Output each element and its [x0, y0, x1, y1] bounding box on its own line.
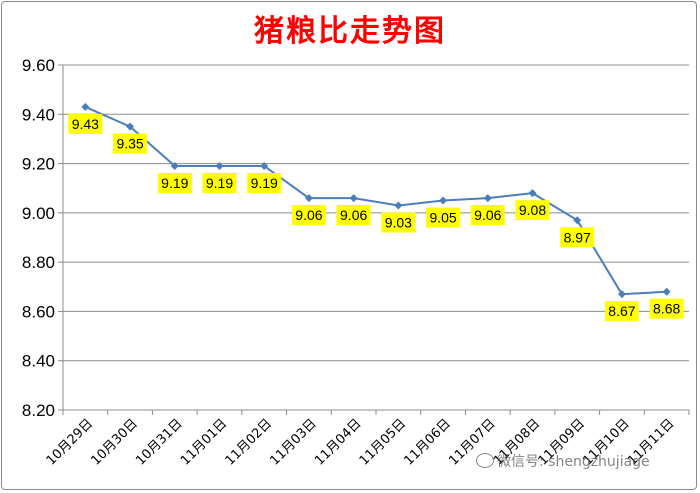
data-label-bg: [113, 133, 148, 154]
data-label-bg: [515, 200, 550, 221]
y-tick-label: 8.60: [22, 302, 55, 321]
data-point: [528, 189, 537, 198]
data-label: 8.97: [564, 229, 591, 245]
data-label-bg: [381, 212, 416, 233]
data-label-bg: [336, 205, 371, 226]
data-label-bg: [247, 173, 282, 194]
data-label-bg: [291, 205, 326, 226]
x-tick-label: 10月31日: [133, 416, 185, 468]
x-tick-label: 11月03日: [267, 416, 319, 468]
data-point: [439, 196, 448, 205]
y-tick-label: 8.80: [22, 253, 55, 272]
data-label: 9.03: [385, 214, 412, 230]
y-tick-label: 9.60: [22, 56, 55, 75]
data-point: [349, 194, 358, 203]
data-label: 9.19: [251, 175, 278, 191]
wechat-icon: [476, 453, 494, 468]
x-tick-label: 10月29日: [44, 416, 96, 468]
y-tick-labels: 8.20 8.40 8.60 8.80 9.00 9.20 9.40 9.60: [22, 56, 55, 420]
data-label-bg: [157, 173, 192, 194]
data-point: [215, 162, 224, 171]
data-label: 8.68: [653, 301, 680, 317]
x-tick-label: 10月30日: [89, 416, 141, 468]
data-point: [662, 287, 671, 296]
x-tick-label: 11月01日: [178, 416, 230, 468]
gridlines: [63, 64, 689, 362]
data-label-bg: [604, 301, 639, 322]
data-label: 9.08: [519, 202, 546, 218]
data-label: 9.19: [206, 175, 233, 191]
data-label: 9.06: [295, 207, 322, 223]
data-label-bg: [470, 205, 505, 226]
x-tick-label: 11月04日: [312, 416, 364, 468]
data-label: 9.43: [72, 116, 99, 132]
data-label-bg: [426, 207, 461, 228]
data-point: [260, 162, 269, 171]
watermark: 微信号: shengzhujiage: [476, 451, 650, 471]
series-line-path: [84, 105, 667, 296]
y-tick-label: 9.00: [22, 204, 55, 223]
data-points: [81, 102, 671, 299]
data-point: [304, 194, 313, 203]
data-point: [617, 290, 626, 299]
data-label: 9.06: [474, 207, 501, 223]
data-point: [126, 122, 135, 131]
data-label: 9.06: [340, 207, 367, 223]
data-point: [573, 216, 582, 225]
data-point: [483, 194, 492, 203]
data-point: [170, 162, 179, 171]
data-point: [81, 102, 90, 111]
y-tick-label: 8.40: [22, 352, 55, 371]
data-label: 9.35: [116, 136, 143, 152]
x-tick-label: 11月05日: [357, 416, 409, 468]
data-label: 9.19: [161, 175, 188, 191]
data-label-bg: [68, 113, 103, 134]
data-label: 8.67: [608, 303, 635, 319]
chart-title: 猪粮比走势图: [254, 14, 446, 49]
x-tick-label: 11月02日: [223, 416, 275, 468]
data-point: [394, 201, 403, 210]
data-label-bg: [560, 227, 595, 248]
data-label-bg: [649, 298, 684, 319]
series-line: [84, 105, 667, 296]
y-tick-label: 9.20: [22, 155, 55, 174]
data-label-bg: [202, 173, 237, 194]
y-tick-label: 8.20: [22, 401, 55, 420]
data-label: 9.05: [429, 210, 456, 226]
x-tick-label: 11月06日: [402, 416, 454, 468]
y-tick-label: 9.40: [22, 105, 55, 124]
watermark-text: 微信号: shengzhujiage: [497, 454, 650, 470]
data-labels: 9.43 9.35 9.19 9.19 9.19 9.06 9.06 9.03 9.05 9.06…: [68, 113, 684, 322]
axes: [58, 64, 690, 415]
